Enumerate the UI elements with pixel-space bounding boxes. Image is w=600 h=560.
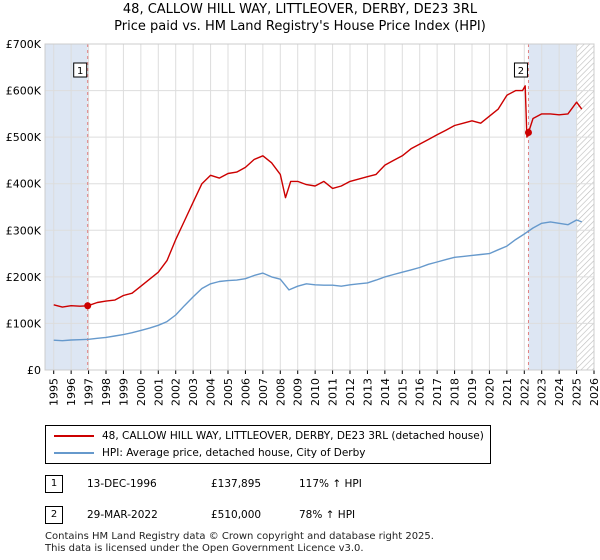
x-tick-label: 2018 [449,378,462,406]
x-tick-label: 2017 [431,378,444,406]
x-tick-label: 2010 [309,378,322,406]
legend-item-hpi: HPI: Average price, detached house, City… [54,445,365,461]
y-tick-label: £500K [6,131,42,144]
chart-title: 48, CALLOW HILL WAY, LITTLEOVER, DERBY, … [122,2,478,17]
y-tick-label: £300K [6,224,42,237]
x-tick-label: 2014 [379,378,392,406]
sale-marker-label: 2 [518,66,524,77]
legend-swatch-property [54,435,94,437]
footer-copyright: Contains HM Land Registry data © Crown c… [45,531,434,542]
forecast-hatch [576,44,594,370]
y-tick-label: £400K [6,178,42,191]
x-tick-label: 2019 [466,378,479,406]
x-tick-label: 2000 [135,378,148,406]
x-tick-label: 2011 [327,378,340,406]
y-tick-label: £600K [6,85,42,98]
shaded-region [45,44,88,370]
transaction-hpi: 78% ↑ HPI [299,509,356,521]
x-tick-label: 2009 [292,378,305,406]
sale-marker-box [513,62,528,78]
x-tick-label: 2008 [274,378,287,406]
x-tick-label: 2026 [588,378,600,406]
transaction-hpi: 117% ↑ HPI [299,478,362,490]
y-tick-label: £0 [27,364,41,377]
x-tick-label: 2024 [553,378,566,406]
price-chart: £0 £100K £200K £300K £400K £500K £600K £700K 199… [6,38,600,406]
x-tick-label: 2023 [536,378,549,406]
x-tick-label: 2007 [257,378,270,406]
x-tick-label: 2020 [483,378,496,406]
sale-marker-label: 1 [77,66,83,77]
transaction-number: 2 [45,506,63,524]
x-tick-label: 2004 [205,378,218,406]
x-tick-label: 2013 [361,378,374,406]
legend-label-property: 48, CALLOW HILL WAY, LITTLEOVER, DERBY, … [102,430,484,442]
legend-label-hpi: HPI: Average price, detached house, City… [102,447,366,459]
x-tick-label: 2016 [414,378,427,406]
x-tick-label: 1999 [117,378,130,406]
x-tick-label: 1996 [65,378,78,406]
sale-point [84,302,92,310]
x-tick-label: 2003 [187,378,200,406]
x-tick-label: 2012 [344,378,357,406]
transaction-number: 1 [45,475,63,493]
x-tick-label: 1997 [83,378,96,406]
x-tick-label: 1995 [48,378,61,406]
property-series-line [53,85,583,308]
y-tick-label: £700K [6,38,42,51]
legend-swatch-hpi [54,452,94,454]
y-tick-label: £200K [6,271,42,284]
transaction-date: 29-MAR-2022 [87,509,158,521]
x-tick-label: 2006 [239,378,252,406]
y-tick-label: £100K [6,317,42,330]
x-tick-label: 2005 [222,378,235,406]
legend-item-property: 48, CALLOW HILL WAY, LITTLEOVER, DERBY, … [54,428,484,444]
sale-marker-box [73,62,88,78]
x-tick-label: 1998 [100,378,113,406]
chart-subtitle: Price paid vs. HM Land Registry's House … [114,19,486,34]
x-tick-label: 2015 [396,378,409,406]
hpi-series-line [53,219,583,342]
transaction-date: 13-DEC-1996 [87,478,157,490]
transaction-price: £137,895 [211,478,262,490]
plot-frame [44,43,595,371]
sale-point [524,128,532,136]
x-tick-label: 2025 [571,378,584,406]
transaction-price: £510,000 [211,509,262,521]
x-tick-label: 2001 [152,378,165,406]
footer-licence: This data is licensed under the Open Gov… [45,543,364,554]
x-tick-label: 2021 [501,378,514,406]
x-tick-label: 2022 [518,378,531,406]
plot-area [45,44,594,370]
chart-legend: 48, CALLOW HILL WAY, LITTLEOVER, DERBY, … [45,425,491,464]
x-tick-label: 2002 [170,378,183,406]
